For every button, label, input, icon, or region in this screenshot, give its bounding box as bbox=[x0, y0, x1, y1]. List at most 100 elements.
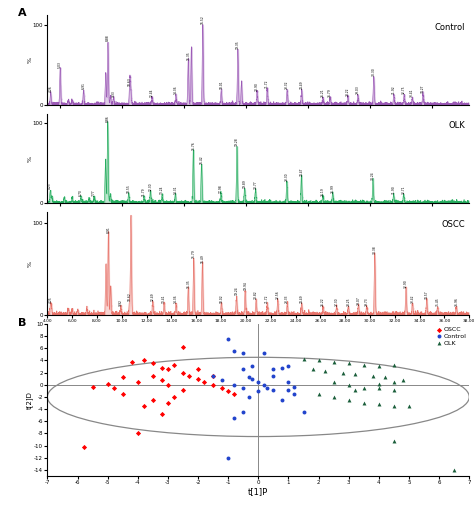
OLK bbox=[375, 383, 383, 392]
Text: 33.42: 33.42 bbox=[410, 294, 414, 303]
X-axis label: t[1]P: t[1]P bbox=[248, 487, 268, 496]
Text: 14.36: 14.36 bbox=[174, 294, 178, 303]
Control bbox=[210, 372, 217, 380]
OLK bbox=[315, 356, 322, 365]
Control bbox=[300, 408, 307, 416]
OSCC bbox=[164, 399, 172, 407]
Text: 20.90: 20.90 bbox=[255, 82, 259, 91]
OLK bbox=[399, 376, 407, 384]
Control bbox=[230, 347, 238, 355]
OLK bbox=[381, 373, 389, 381]
Text: 12.49: 12.49 bbox=[151, 292, 155, 301]
Text: 14.31: 14.31 bbox=[173, 186, 177, 194]
Text: 9.92: 9.92 bbox=[119, 300, 123, 306]
OSCC bbox=[134, 377, 142, 386]
Control bbox=[285, 386, 292, 394]
OSCC bbox=[210, 380, 217, 389]
Text: 24.49: 24.49 bbox=[300, 294, 304, 303]
OLK bbox=[345, 380, 353, 389]
Control bbox=[230, 380, 238, 389]
Text: 26.19: 26.19 bbox=[321, 187, 325, 196]
OLK bbox=[390, 402, 398, 410]
OLK bbox=[315, 390, 322, 398]
Text: 22.56: 22.56 bbox=[276, 290, 280, 299]
Control bbox=[248, 375, 256, 383]
OSCC bbox=[149, 359, 157, 368]
Text: 18.02: 18.02 bbox=[219, 294, 223, 303]
Text: 31.90: 31.90 bbox=[392, 185, 396, 194]
Text: 26.21: 26.21 bbox=[321, 89, 325, 97]
OLK bbox=[360, 383, 368, 392]
Text: 29.73: 29.73 bbox=[365, 297, 369, 306]
Control bbox=[246, 393, 253, 401]
Text: 32.90: 32.90 bbox=[404, 279, 408, 288]
Text: 15.79: 15.79 bbox=[191, 250, 196, 259]
OSCC bbox=[140, 356, 147, 364]
OSCC bbox=[119, 390, 127, 398]
Control bbox=[261, 380, 268, 389]
Text: 28.25: 28.25 bbox=[346, 297, 350, 306]
OLK bbox=[390, 377, 398, 386]
OSCC bbox=[164, 380, 172, 389]
Text: 10.63: 10.63 bbox=[128, 77, 132, 86]
OLK bbox=[351, 370, 358, 378]
Control bbox=[291, 382, 298, 391]
Control bbox=[270, 372, 277, 380]
OSCC bbox=[164, 366, 172, 374]
Control bbox=[230, 414, 238, 422]
Control bbox=[224, 335, 232, 343]
OLK bbox=[345, 359, 353, 368]
OLK bbox=[330, 377, 337, 386]
Text: 30.38: 30.38 bbox=[373, 245, 377, 254]
Text: 12.44: 12.44 bbox=[150, 89, 154, 97]
OLK bbox=[450, 466, 458, 474]
Text: 15.76: 15.76 bbox=[191, 141, 195, 150]
Text: 8.86: 8.86 bbox=[106, 115, 109, 122]
OLK bbox=[330, 393, 337, 401]
Control bbox=[279, 364, 286, 372]
Control bbox=[264, 383, 271, 392]
OSCC bbox=[179, 343, 187, 351]
Text: 34.57: 34.57 bbox=[425, 290, 428, 299]
Control bbox=[248, 362, 256, 371]
Text: 30.24: 30.24 bbox=[371, 171, 375, 180]
Text: 19.24: 19.24 bbox=[235, 287, 238, 295]
OSCC bbox=[158, 410, 166, 418]
OSCC bbox=[201, 377, 208, 386]
Control bbox=[224, 454, 232, 462]
OLK bbox=[345, 396, 353, 404]
Text: 19.28: 19.28 bbox=[235, 138, 239, 146]
Text: 19.94: 19.94 bbox=[243, 281, 247, 290]
Text: 26.99: 26.99 bbox=[331, 184, 335, 193]
Text: 20.82: 20.82 bbox=[254, 290, 258, 299]
Control bbox=[239, 366, 247, 374]
Text: 33.41: 33.41 bbox=[410, 89, 414, 97]
Text: 20.77: 20.77 bbox=[254, 181, 257, 189]
Text: 29.03: 29.03 bbox=[356, 86, 360, 94]
OSCC bbox=[104, 379, 111, 388]
Text: 11.79: 11.79 bbox=[142, 187, 146, 196]
OLK bbox=[390, 386, 398, 394]
OSCC bbox=[179, 369, 187, 377]
Text: 23.32: 23.32 bbox=[285, 81, 289, 90]
Text: 36.96: 36.96 bbox=[455, 297, 458, 306]
OLK bbox=[369, 372, 377, 380]
Control bbox=[261, 349, 268, 357]
OLK bbox=[390, 437, 398, 445]
OSCC bbox=[170, 361, 178, 369]
Control bbox=[239, 349, 247, 357]
Control bbox=[255, 377, 262, 386]
OLK bbox=[351, 386, 358, 394]
Y-axis label: t[2]D: t[2]D bbox=[26, 391, 33, 409]
Legend: OSCC, Control, OLK: OSCC, Control, OLK bbox=[437, 327, 466, 346]
Text: 19.89: 19.89 bbox=[243, 179, 246, 188]
Text: 34.27: 34.27 bbox=[421, 84, 425, 93]
Text: 6.91: 6.91 bbox=[82, 82, 85, 90]
Text: 30.30: 30.30 bbox=[372, 67, 376, 76]
Text: 8.91: 8.91 bbox=[106, 226, 110, 233]
Control bbox=[279, 396, 286, 404]
OSCC bbox=[128, 357, 136, 366]
Control bbox=[239, 408, 247, 416]
OSCC bbox=[219, 383, 226, 392]
Text: 17.98: 17.98 bbox=[219, 184, 223, 193]
